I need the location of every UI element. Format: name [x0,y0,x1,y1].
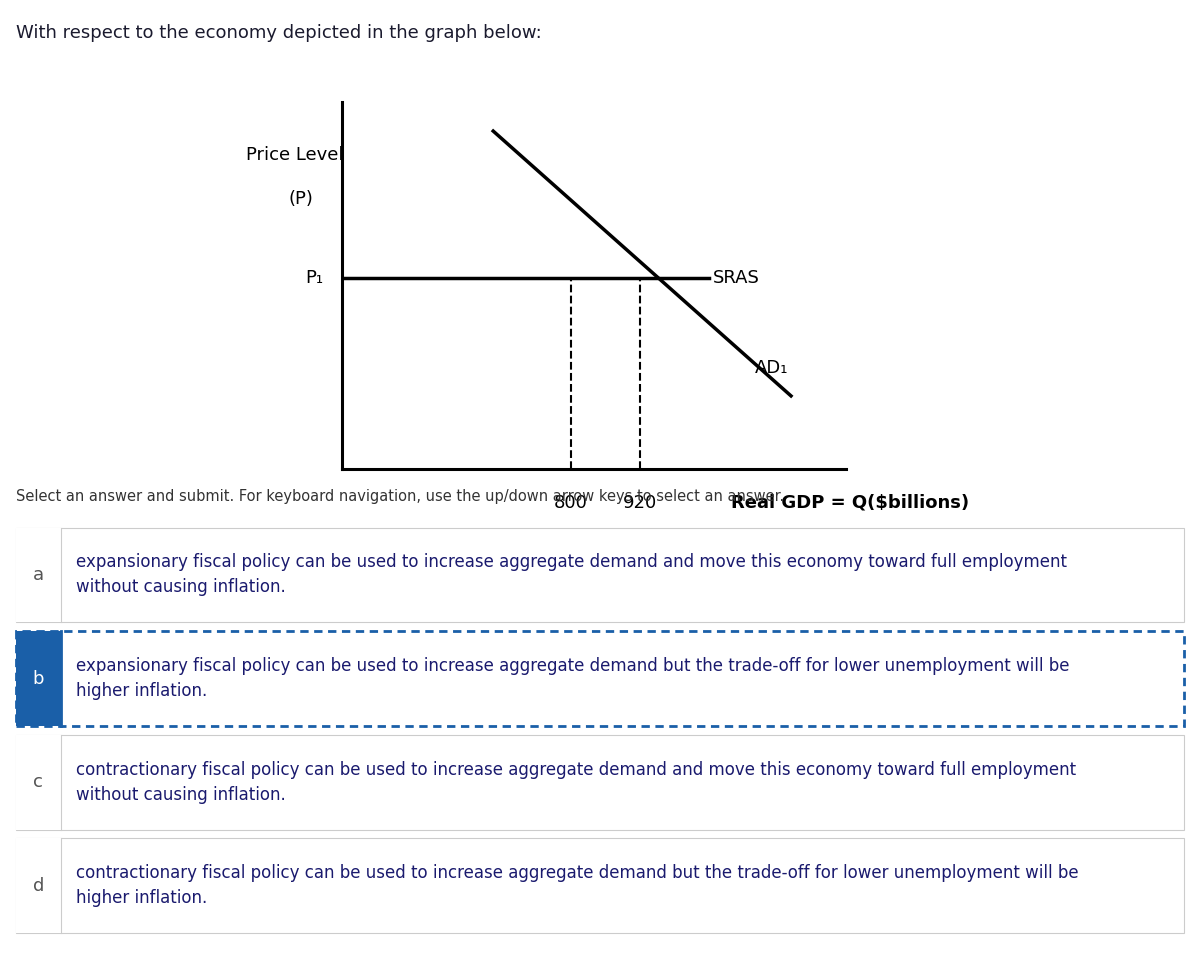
Text: With respect to the economy depicted in the graph below:: With respect to the economy depicted in … [16,24,541,43]
Text: expansionary fiscal policy can be used to increase aggregate demand but the trad: expansionary fiscal policy can be used t… [76,657,1069,700]
Text: a: a [32,566,44,584]
Text: AD₁: AD₁ [755,359,788,378]
Text: SRAS: SRAS [713,269,760,287]
Text: 800: 800 [554,494,588,512]
Text: Price Level: Price Level [246,146,343,164]
Text: expansionary fiscal policy can be used to increase aggregate demand and move thi: expansionary fiscal policy can be used t… [76,554,1067,596]
Text: contractionary fiscal policy can be used to increase aggregate demand but the tr: contractionary fiscal policy can be used… [76,864,1079,907]
Text: 920: 920 [623,494,656,512]
Text: (P): (P) [288,190,313,208]
Text: P₁: P₁ [306,269,324,287]
Text: contractionary fiscal policy can be used to increase aggregate demand and move t: contractionary fiscal policy can be used… [76,761,1075,803]
Text: d: d [32,877,44,894]
Text: b: b [32,670,44,687]
Text: Select an answer and submit. For keyboard navigation, use the up/down arrow keys: Select an answer and submit. For keyboar… [16,489,784,503]
Text: c: c [34,773,43,791]
Text: Real GDP = Q($billions): Real GDP = Q($billions) [732,494,970,512]
